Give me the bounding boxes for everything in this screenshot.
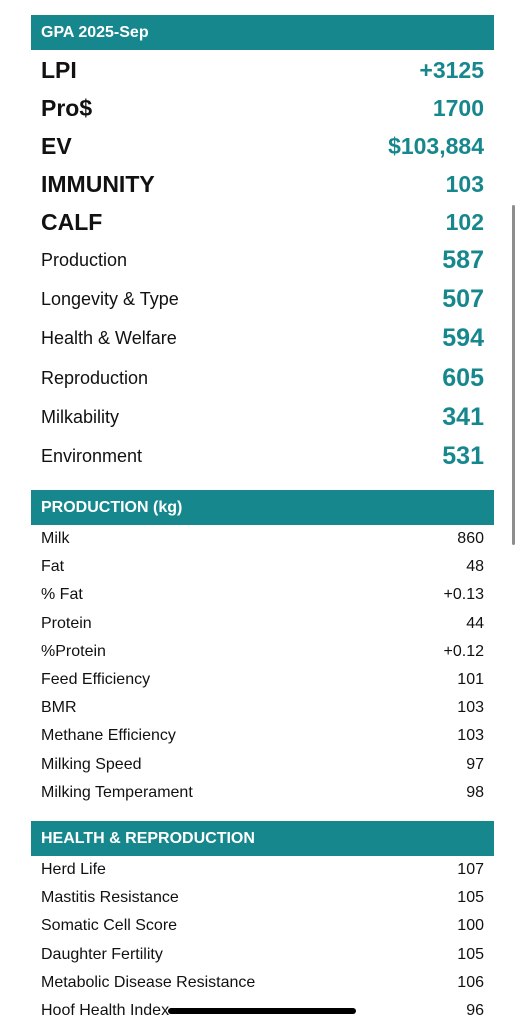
gpa-row-lpi: LPI +3125 [31,51,494,89]
row-value: 107 [457,861,484,879]
row-value: 341 [442,402,484,431]
row-value: $103,884 [388,132,484,159]
table-row: Daughter Fertility 105 [31,941,494,969]
row-value: 48 [466,558,484,576]
table-row: Mastitis Resistance 105 [31,884,494,912]
row-label: Pro$ [41,94,93,121]
table-row: % Fat +0.13 [31,581,494,609]
table-row: Metabolic Disease Resistance 106 [31,969,494,997]
row-label: Hoof Health Index [41,1002,170,1020]
row-label: Metabolic Disease Resistance [41,973,256,991]
gpa-row-production: Production 587 [31,241,494,280]
row-label: IMMUNITY [41,170,155,197]
table-row: Feed Efficiency 101 [31,666,494,694]
row-value: +0.13 [443,586,484,604]
row-label: CALF [41,208,103,235]
row-label: EV [41,132,72,159]
table-row: Protein 44 [31,610,494,638]
row-label: Mastitis Resistance [41,889,179,907]
gpa-section: GPA 2025-Sep LPI +3125 Pro$ 1700 EV $103… [31,15,494,476]
row-value: 105 [457,889,484,907]
gpa-row-health-welfare: Health & Welfare 594 [31,319,494,358]
row-label: Somatic Cell Score [41,917,178,935]
row-label: Milking Speed [41,755,142,773]
gpa-row-longevity: Longevity & Type 507 [31,280,494,319]
gpa-row-ev: EV $103,884 [31,127,494,165]
gpa-row-environment: Environment 531 [31,437,494,476]
gpa-row-pro: Pro$ 1700 [31,89,494,127]
home-indicator[interactable] [168,1008,356,1014]
row-label: LPI [41,56,77,83]
scrollbar[interactable] [512,205,515,545]
row-value: 1700 [432,94,484,121]
table-row: Methane Efficiency 103 [31,722,494,750]
row-value: 98 [466,783,484,801]
table-row: BMR 103 [31,694,494,722]
row-label: Milking Temperament [41,783,193,801]
row-value: 103 [457,727,484,745]
row-label: Reproduction [41,367,149,388]
row-value: 101 [457,671,484,689]
table-row: Herd Life 107 [31,856,494,884]
table-row: Somatic Cell Score 100 [31,912,494,940]
table-row: Milking Temperament 98 [31,779,494,807]
table-row: Milking Speed 97 [31,751,494,779]
row-label: BMR [41,699,77,717]
gpa-row-reproduction: Reproduction 605 [31,359,494,398]
row-value: 531 [442,442,484,471]
production-header: PRODUCTION (kg) [31,490,494,525]
row-value: 100 [457,917,484,935]
row-value: 587 [442,246,484,275]
row-value: 106 [457,973,484,991]
row-value: 103 [457,699,484,717]
row-label: Milkability [41,406,120,427]
production-section: PRODUCTION (kg) Milk 860 Fat 48 % Fat +0… [31,490,494,807]
row-label: Longevity & Type [41,289,179,310]
health-header: HEALTH & REPRODUCTION [31,821,494,856]
health-section: HEALTH & REPRODUCTION Herd Life 107 Mast… [31,821,494,1024]
row-label: Production [41,250,128,271]
table-row: %Protein +0.12 [31,638,494,666]
row-label: Daughter Fertility [41,945,163,963]
row-label: Methane Efficiency [41,727,176,745]
gpa-row-milkability: Milkability 341 [31,398,494,437]
row-value: +3125 [419,56,484,83]
row-value: 860 [457,530,484,548]
row-label: Protein [41,614,92,632]
row-label: Fat [41,558,65,576]
row-label: Health & Welfare [41,328,177,349]
row-value: 97 [466,755,484,773]
gpa-row-immunity: IMMUNITY 103 [31,165,494,203]
row-label: %Protein [41,642,106,660]
row-label: Environment [41,446,143,467]
row-label: Herd Life [41,861,106,879]
row-value: 594 [442,324,484,353]
row-value: 507 [442,285,484,314]
row-value: +0.12 [443,642,484,660]
row-value: 605 [442,363,484,392]
row-value: 44 [466,614,484,632]
gpa-row-calf: CALF 102 [31,203,494,241]
row-value: 105 [457,945,484,963]
table-row: Fat 48 [31,553,494,581]
row-label: % Fat [41,586,83,604]
row-value: 103 [445,170,484,197]
row-value: 102 [445,208,484,235]
row-value: 96 [466,1002,484,1020]
row-label: Feed Efficiency [41,671,151,689]
table-row: Milk 860 [31,525,494,553]
row-label: Milk [41,530,70,548]
gpa-header: GPA 2025-Sep [31,15,494,50]
table-row: Hoof Health Index 96 [31,997,494,1024]
